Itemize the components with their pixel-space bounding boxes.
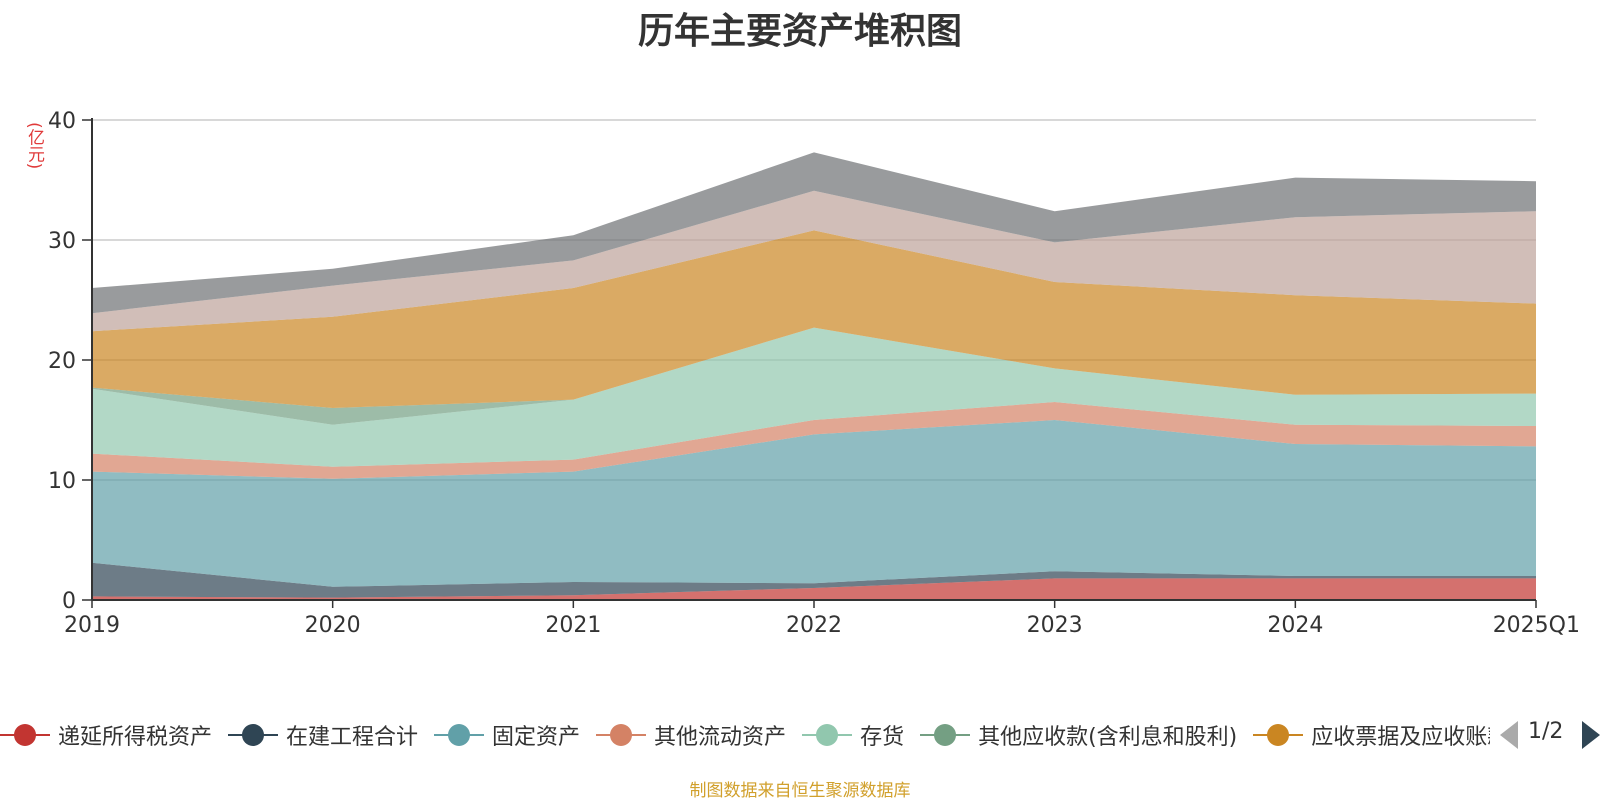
area-series-6 xyxy=(92,230,1536,408)
legend-item[interactable]: 其他应收款(含利息和股利) xyxy=(920,715,1237,755)
x-tick-label: 2019 xyxy=(64,613,120,638)
area-series-2 xyxy=(92,420,1536,587)
next-page-icon[interactable] xyxy=(1582,721,1600,749)
area-series-1 xyxy=(92,562,1536,598)
area-series-0 xyxy=(92,578,1536,600)
y-axis-unit-label: (亿元) xyxy=(24,122,44,170)
area-series xyxy=(92,152,1536,600)
x-tick-label: 2023 xyxy=(1027,613,1083,638)
x-tick-label: 2020 xyxy=(305,613,361,638)
legend-item[interactable]: 递延所得税资产 xyxy=(0,715,212,755)
legend-page-indicator: 1/2 xyxy=(1528,719,1564,744)
legend-item[interactable]: 其他流动资产 xyxy=(596,715,786,755)
y-tick-label: 0 xyxy=(62,589,76,614)
legend-label: 固定资产 xyxy=(492,725,581,750)
legend-marker-icon xyxy=(228,723,279,747)
legend-marker-icon xyxy=(0,723,50,747)
area-series-8 xyxy=(92,152,1536,314)
y-tick-label: 20 xyxy=(48,349,76,374)
legend-label: 其他流动资产 xyxy=(654,725,787,750)
legend-item[interactable]: 应收票据及应收账款 xyxy=(1253,715,1490,755)
legend-item[interactable]: 存货 xyxy=(802,715,904,755)
legend-marker-icon xyxy=(920,723,971,747)
y-tick-label: 30 xyxy=(48,229,76,254)
legend-marker-icon xyxy=(434,723,485,747)
legend-label: 其他应收款(含利息和股利) xyxy=(978,725,1238,750)
y-tick-label: 10 xyxy=(48,469,76,494)
legend-label: 在建工程合计 xyxy=(286,725,419,750)
legend-item[interactable]: 固定资产 xyxy=(434,715,580,755)
x-tick-label: 2024 xyxy=(1267,613,1323,638)
axes: 0 10 20 30 40 2019 2020 2021 2022 2023 2024 2025Q1 xyxy=(48,109,1580,638)
source-note: 制图数据来自恒生聚源数据库 xyxy=(689,781,911,801)
legend-label: 存货 xyxy=(860,725,905,750)
area-series-7 xyxy=(92,190,1536,332)
x-tick-label: 2022 xyxy=(786,613,842,638)
prev-page-icon[interactable] xyxy=(1500,721,1518,749)
x-tick-label: 2025Q1 xyxy=(1493,613,1580,638)
area-series-3 xyxy=(92,402,1536,479)
chart-title: 历年主要资产堆积图 xyxy=(637,11,962,52)
x-tick-label: 2021 xyxy=(545,613,601,638)
y-tick-label: 40 xyxy=(48,109,76,134)
legend-label: 递延所得税资产 xyxy=(58,725,213,750)
legend-marker-icon xyxy=(1253,723,1304,747)
legend-marker-icon xyxy=(802,723,853,747)
legend-label: 应收票据及应收账款 xyxy=(1311,725,1490,750)
legend-pager: 1/2 xyxy=(1500,715,1600,755)
area-series-4 xyxy=(92,327,1536,467)
legend-marker-icon xyxy=(596,723,647,747)
legend-item[interactable]: 在建工程合计 xyxy=(228,715,418,755)
legend: 递延所得税资产 在建工程合计 固定资产 其他流动资产 存货 其他应收款(含利息和股利) 应收… xyxy=(0,715,1490,755)
